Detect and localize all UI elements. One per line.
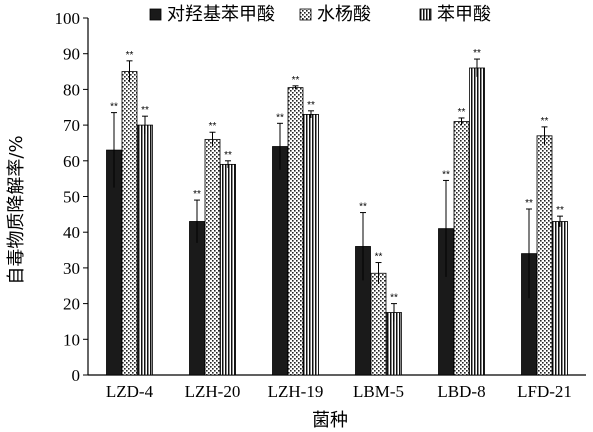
bar <box>453 121 470 376</box>
y-tick-label: 10 <box>63 330 80 349</box>
bar <box>121 71 138 376</box>
y-axis: 0 10 20 30 40 50 60 70 80 90 100 <box>55 9 89 385</box>
significance-label: ** <box>126 50 134 61</box>
significance-label: ** <box>110 102 118 113</box>
significance-label: ** <box>556 205 564 216</box>
bar <box>137 124 153 376</box>
bar <box>272 146 288 376</box>
y-tick-label: 30 <box>63 259 80 278</box>
x-tick-label: LZH-19 <box>268 382 324 401</box>
significance-label: ** <box>442 169 450 180</box>
significance-label: ** <box>525 198 533 209</box>
significance-label: ** <box>541 116 549 127</box>
legend-label: 水杨酸 <box>317 4 371 25</box>
x-tick-label: LZH-20 <box>185 382 241 401</box>
y-tick-label: 0 <box>72 366 81 385</box>
x-axis: LZD-4 LZH-20 LZH-19 LBM-5 LBD-8 LFD-21 <box>88 374 586 401</box>
x-tick-label: LZD-4 <box>106 382 154 401</box>
significance-label: ** <box>307 100 315 111</box>
bar <box>536 135 553 376</box>
y-ticks: 0 10 20 30 40 50 60 70 80 90 100 <box>55 9 88 385</box>
bar <box>287 87 304 376</box>
significance-label: ** <box>390 293 398 304</box>
y-tick-label: 40 <box>63 223 80 242</box>
legend-label: 对羟基苯甲酸 <box>167 4 275 25</box>
significance-label: ** <box>276 112 284 123</box>
y-tick-label: 100 <box>55 9 81 28</box>
bar <box>303 113 319 376</box>
y-tick-label: 80 <box>63 80 80 99</box>
significance-label: ** <box>458 107 466 118</box>
bar <box>469 67 485 376</box>
significance-label: ** <box>224 150 232 161</box>
significance-label: ** <box>359 202 367 213</box>
legend-swatch <box>299 8 312 21</box>
bar <box>204 138 221 376</box>
x-tick-label: LFD-21 <box>517 382 572 401</box>
y-tick-label: 60 <box>63 152 80 171</box>
legend: 对羟基苯甲酸 水杨酸 苯甲酸 <box>149 4 491 25</box>
y-tick-label: 90 <box>63 45 80 64</box>
significance-label: ** <box>193 189 201 200</box>
x-tick-labels: LZD-4 LZH-20 LZH-19 LBM-5 LBD-8 LFD-21 <box>106 382 572 401</box>
x-axis-title: 菌种 <box>312 410 348 431</box>
bar <box>370 272 387 376</box>
bar <box>189 221 205 376</box>
bar <box>386 312 402 376</box>
legend-swatch <box>419 8 432 21</box>
significance-label: ** <box>473 48 481 59</box>
y-tick-label: 20 <box>63 295 80 314</box>
y-tick-label: 50 <box>63 188 80 207</box>
significance-label: ** <box>375 252 383 263</box>
legend-swatch <box>149 8 162 21</box>
bars: ** ** ** ** ** ** ** ** ** ** ** ** ** ** ** ** ** ** <box>106 48 568 376</box>
bar <box>552 221 568 376</box>
significance-label: ** <box>292 75 300 86</box>
x-tick-label: LBD-8 <box>437 382 485 401</box>
significance-label: ** <box>141 105 149 116</box>
significance-label: ** <box>209 121 217 132</box>
y-tick-label: 70 <box>63 116 80 135</box>
legend-label: 苯甲酸 <box>437 4 491 25</box>
y-axis-title: 自毒物质降解率/% <box>6 135 27 284</box>
bar <box>220 163 236 376</box>
x-tick-label: LBM-5 <box>353 382 404 401</box>
